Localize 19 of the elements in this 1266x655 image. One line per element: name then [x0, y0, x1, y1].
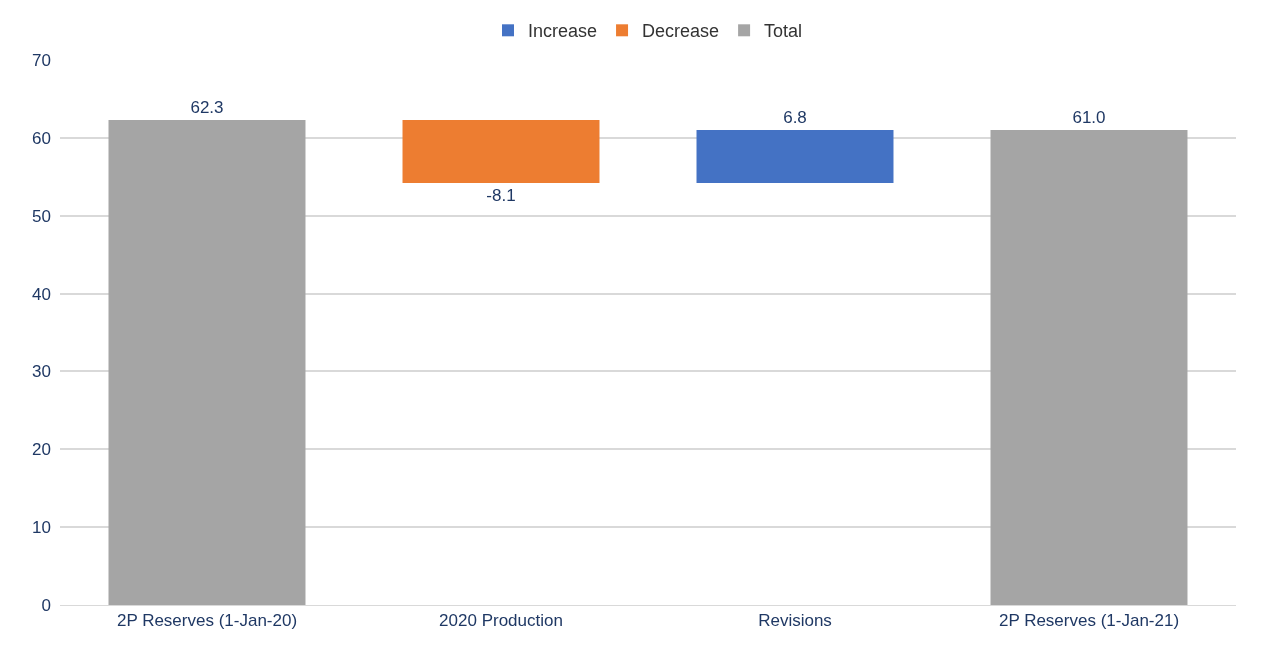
legend-label: Increase — [528, 21, 598, 42]
x-tick-label: 2P Reserves (1-Jan-21) — [998, 611, 1180, 631]
x-tick-label: Revisions — [758, 611, 832, 631]
y-tick-label: 10 — [32, 518, 51, 538]
y-tick-label: 50 — [32, 206, 51, 226]
y-tick-label: 20 — [32, 440, 51, 460]
data-label: -8.1 — [486, 186, 516, 206]
legend-label: Total — [764, 21, 803, 42]
y-tick-label: 60 — [32, 128, 51, 148]
y-tick-label: 30 — [32, 362, 51, 382]
data-label: 61.0 — [1072, 108, 1106, 128]
y-tick-label: 70 — [32, 50, 51, 70]
data-label: 6.8 — [783, 108, 807, 128]
x-tick-label: 2P Reserves (1-Jan-20) — [116, 611, 298, 631]
legend-label: Decrease — [642, 21, 720, 42]
y-tick-label: 0 — [41, 595, 51, 615]
x-tick-label: 2020 Production — [439, 611, 563, 631]
y-tick-label: 40 — [32, 284, 51, 304]
data-label: 62.3 — [190, 97, 224, 117]
